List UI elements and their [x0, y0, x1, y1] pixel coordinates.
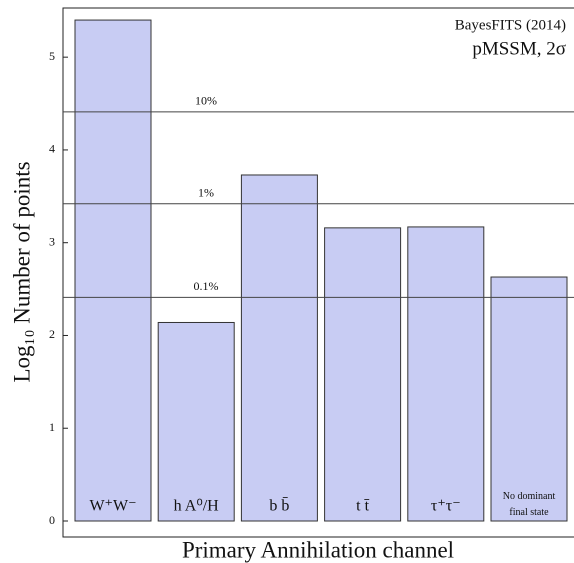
x-tick-label: W⁺W⁻ [89, 498, 136, 515]
y-tick-label: 1 [49, 420, 55, 434]
x-tick-label: t t̄ [356, 498, 370, 515]
x-axis-label: Primary Annihilation channel [182, 537, 454, 562]
bar [490, 276, 568, 522]
bar [240, 174, 318, 522]
reference-label: 10% [195, 94, 217, 108]
x-tick-label: b b̄ [269, 497, 289, 515]
bar [324, 227, 402, 522]
chart-title: BayesFITS (2014) [455, 17, 566, 33]
bar [157, 321, 235, 522]
x-tick-label: No dominant final state [503, 491, 556, 518]
x-tick-label: h A⁰/H [174, 498, 220, 515]
y-axis-label: Log₁₀ Number of points [9, 161, 34, 382]
reference-label: 1% [198, 185, 214, 199]
y-tick-label: 3 [49, 234, 55, 248]
bar [407, 226, 485, 522]
plot-frame [62, 7, 574, 538]
reference-label: 0.1% [194, 279, 219, 293]
bar [74, 19, 152, 522]
y-tick-label: 4 [49, 142, 55, 156]
y-tick-label: 0 [49, 513, 55, 527]
x-tick-label: τ⁺τ⁻ [431, 498, 461, 515]
y-tick-label: 2 [49, 327, 55, 341]
y-tick-label: 5 [49, 49, 55, 63]
chart-subtitle: pMSSM, 2σ [472, 38, 566, 59]
